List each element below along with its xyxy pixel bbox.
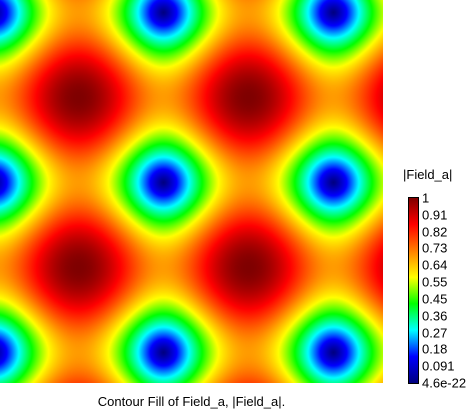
colorbar <box>408 197 419 384</box>
contour-fill-plot <box>0 0 383 383</box>
colorbar-tick-label: 0.36 <box>422 308 448 324</box>
colorbar-tick-label: 0.64 <box>422 257 448 273</box>
colorbar-tick-label: 0.091 <box>422 358 455 374</box>
colorbar-tick-label: 0.18 <box>422 341 448 357</box>
colorbar-tick-label: 0.73 <box>422 240 448 256</box>
colorbar-tick-label: 0.91 <box>422 207 448 223</box>
colorbar-tick-label: 0.82 <box>422 224 448 240</box>
plot-caption: Contour Fill of Field_a, |Field_a|. <box>97 394 286 409</box>
colorbar-tick-label: 4.6e-22 <box>422 375 467 391</box>
colorbar-tick-label: 0.45 <box>422 291 448 307</box>
colorbar-tick-label: 1 <box>422 190 430 206</box>
colorbar-title: |Field_a| <box>403 167 453 182</box>
colorbar-tick-label: 0.55 <box>422 274 448 290</box>
colorbar-tick-label: 0.27 <box>422 325 448 341</box>
